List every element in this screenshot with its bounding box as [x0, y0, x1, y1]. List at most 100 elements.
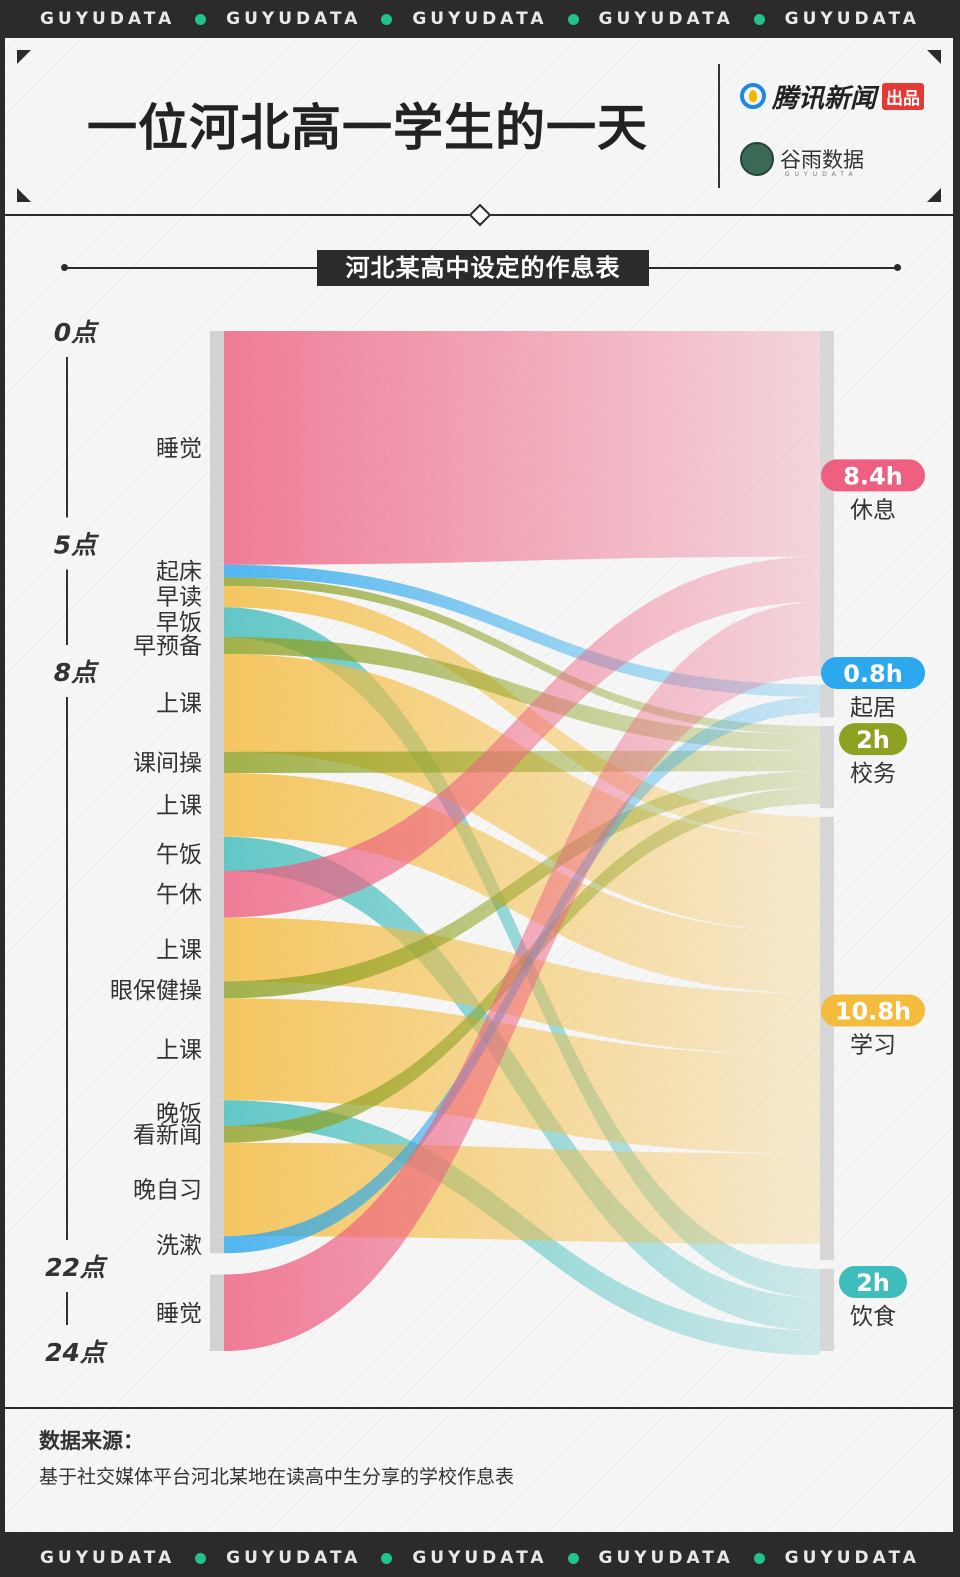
time-marker: 24点 — [45, 1338, 108, 1367]
source-node — [210, 998, 224, 1101]
corner-mark — [17, 50, 31, 64]
target-node — [820, 684, 834, 718]
band-dot — [567, 1552, 579, 1564]
time-marker: 5点 — [54, 531, 99, 560]
activity-label: 睡觉 — [156, 1301, 202, 1327]
source-node — [210, 654, 224, 752]
category-badge — [839, 1265, 907, 1298]
page-title: 一位河北高一学生的一天 — [87, 99, 648, 157]
activity-label: 洗漱 — [156, 1233, 202, 1259]
header: 一位河北高一学生的一天 腾讯新闻 出品 谷雨数据 GUYUDATA — [5, 38, 953, 216]
band-wordmark: GUYUDATA — [39, 1548, 176, 1568]
guyu-data-subtitle: GUYUDATA — [785, 171, 858, 178]
corner-mark — [927, 50, 941, 64]
header-divider — [718, 64, 720, 188]
flow-school — [224, 577, 820, 735]
source-node — [210, 773, 224, 837]
activity-label: 上课 — [156, 793, 202, 819]
activity-label: 上课 — [156, 1037, 202, 1063]
corner-mark — [17, 188, 31, 202]
source-node — [210, 637, 224, 654]
category-badge — [839, 723, 907, 756]
activity-label: 上课 — [156, 691, 202, 717]
guyu-data-logo: 谷雨数据 — [740, 142, 864, 176]
source-node — [210, 1236, 224, 1254]
flow-school — [224, 637, 820, 751]
category-name: 校务 — [850, 761, 896, 787]
category-hours: 2h — [856, 726, 890, 754]
flow-school — [224, 771, 820, 999]
band-wordmark: GUYUDATA — [412, 9, 548, 29]
tencent-news-badge: 出品 — [882, 82, 925, 110]
tencent-news-logo: 腾讯新闻 出品 — [740, 80, 925, 114]
category-badge — [821, 459, 925, 492]
source-node — [210, 870, 224, 918]
band-wordmark: GUYUDATA — [226, 1548, 362, 1568]
guyu-bird-icon — [740, 142, 774, 176]
flow-routine — [224, 564, 820, 697]
band-dot — [381, 1552, 393, 1564]
tencent-news-icon — [740, 83, 766, 109]
category-name: 学习 — [850, 1033, 896, 1059]
category-badge — [821, 994, 925, 1027]
activity-label: 早读 — [156, 585, 202, 611]
band-dot — [753, 13, 765, 25]
target-node — [820, 726, 834, 809]
source-label: 数据来源： — [39, 1429, 144, 1453]
activity-label: 晚饭 — [156, 1101, 202, 1127]
category-badge — [821, 656, 925, 689]
target-node — [820, 816, 834, 1261]
activity-label: 上课 — [156, 937, 202, 963]
source-node — [210, 836, 224, 871]
source-node — [210, 577, 224, 586]
category-name: 起居 — [850, 695, 896, 721]
category-hours: 2h — [856, 1269, 890, 1297]
target-node — [820, 1268, 834, 1351]
source-node — [210, 917, 224, 982]
category-hours: 0.8h — [843, 660, 903, 688]
activity-label: 起床 — [156, 559, 202, 585]
activity-label: 课间操 — [133, 750, 202, 776]
target-node — [820, 331, 834, 676]
flow-rest — [224, 331, 820, 565]
band-wordmark: GUYUDATA — [784, 9, 920, 29]
source-node — [210, 1274, 224, 1351]
band-wordmark: GUYUDATA — [598, 1548, 734, 1568]
source-node — [210, 564, 224, 578]
activity-label: 晚自习 — [133, 1178, 202, 1204]
activity-label: 午休 — [156, 882, 202, 908]
band-wordmark: GUYUDATA — [412, 1548, 548, 1568]
band-wordmark: GUYUDATA — [598, 9, 734, 29]
band-dot — [753, 1552, 765, 1564]
source-node — [210, 1125, 224, 1143]
source-node — [210, 586, 224, 608]
band-wordmark: GUYUDATA — [39, 9, 176, 29]
category-hours: 10.8h — [835, 998, 911, 1026]
category-name: 饮食 — [850, 1304, 896, 1330]
flow-rest — [224, 601, 820, 1351]
source-node — [210, 751, 224, 773]
flow-study — [224, 998, 820, 1154]
source-node — [210, 1142, 224, 1237]
chart-subtitle: 河北某高中设定的作息表 — [317, 250, 649, 286]
activity-label: 看新闻 — [133, 1122, 202, 1148]
band-dot — [195, 13, 207, 25]
time-marker: 8点 — [54, 658, 99, 687]
activity-label: 睡觉 — [156, 436, 202, 462]
source-node — [210, 331, 224, 565]
bottom-brand-band: GUYUDATA GUYUDATA GUYUDATA GUYUDATA GUYUDATA — [0, 1539, 960, 1577]
band-dot — [381, 13, 393, 25]
tencent-news-name: 腾讯新闻 — [772, 83, 877, 114]
top-brand-band: GUYUDATA GUYUDATA GUYUDATA GUYUDATA GUYUDATA — [0, 0, 960, 38]
corner-mark — [927, 188, 941, 202]
rule-dot — [61, 264, 68, 271]
sankey-links — [224, 331, 820, 1356]
band-wordmark: GUYUDATA — [784, 1548, 920, 1568]
source-text: 基于社交媒体平台河北某地在读高中生分享的学校作息表 — [39, 1466, 515, 1488]
guyu-data-name: 谷雨数据 — [780, 148, 864, 172]
activity-label: 午饭 — [156, 842, 202, 868]
sankey-chart: 睡觉起床早读早饭早预备上课课间操上课午饭午休上课眼保健操上课晚饭看新闻晚自习洗漱… — [45, 318, 925, 1367]
rule-dot — [894, 264, 901, 271]
source-divider — [5, 1407, 953, 1409]
source-node — [210, 607, 224, 637]
